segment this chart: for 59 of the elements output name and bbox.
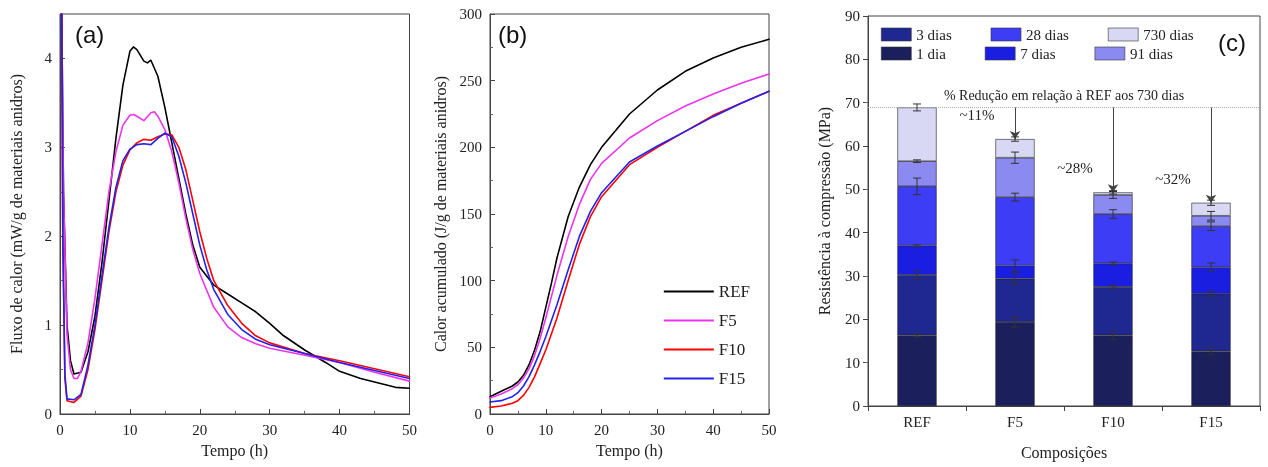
x-axis-title: Tempo (h)	[201, 441, 269, 460]
y-tick-label: 150	[459, 206, 482, 222]
legend-label: 7 dias	[1020, 45, 1056, 62]
y-tick-label: 1	[44, 317, 52, 334]
legend-label: 1 dia	[916, 45, 947, 62]
annotation: (a)	[75, 20, 105, 48]
y-tick-label: 3	[44, 139, 52, 156]
annotation: ~11%	[959, 107, 995, 124]
legend-label: F5	[718, 311, 737, 330]
annotation: (c)	[1218, 28, 1246, 56]
x-tick-label: F15	[1199, 413, 1223, 430]
annotation: ~32%	[1155, 170, 1191, 187]
x-tick-label: 20	[192, 421, 208, 438]
legend-label: REF	[718, 282, 751, 301]
x-tick-label: F5	[1007, 413, 1023, 430]
x-tick-label: 30	[649, 421, 665, 438]
y-tick-label: 80	[845, 51, 860, 68]
x-tick-label: 40	[332, 421, 348, 438]
annotation: (b)	[498, 20, 528, 48]
x-tick-label: 30	[262, 421, 278, 438]
x-tick-label: REF	[903, 413, 931, 430]
y-tick-label: 20	[845, 311, 860, 328]
x-axis-title: Composições	[1020, 443, 1108, 462]
legend-label: 3 dias	[916, 26, 952, 43]
legend-label: 91 dias	[1129, 45, 1173, 62]
y-tick-label: 10	[845, 354, 860, 371]
x-tick-label: 10	[122, 421, 138, 438]
y-tick-label: 300	[459, 6, 482, 22]
y-tick-label: 40	[845, 224, 860, 241]
y-tick-label: 100	[459, 272, 482, 289]
legend-label: F10	[718, 340, 746, 359]
y-tick-label: 50	[845, 181, 860, 198]
y-tick-label: 0	[852, 398, 860, 414]
y-tick-label: 2	[44, 228, 52, 245]
legend-label: 730 dias	[1143, 26, 1194, 43]
y-tick-label: 50	[467, 339, 482, 356]
x-tick-label: 20	[594, 421, 610, 438]
y-tick-label: 200	[459, 139, 482, 156]
y-tick-label: 250	[459, 72, 482, 89]
y-axis-title: Resistência à compressão (MPa)	[815, 106, 834, 316]
x-tick-label: F10	[1101, 413, 1125, 430]
y-tick-label: 70	[845, 94, 860, 111]
y-tick-label: 60	[845, 138, 860, 154]
legend-label: F15	[718, 369, 746, 388]
x-tick-label: 50	[761, 421, 777, 438]
y-tick-label: 4	[44, 50, 53, 67]
x-axis-title: Tempo (h)	[596, 441, 663, 460]
x-tick-label: 40	[705, 421, 721, 438]
ref-line-label: % Redução em relação à REF aos 730 dias	[943, 87, 1185, 103]
y-axis-title: Fluxo de calor (mW/g de materiais anidros)	[7, 74, 26, 354]
legend-label: 28 dias	[1026, 26, 1070, 43]
x-tick-label: 10	[538, 421, 554, 438]
y-axis-title: Calor acumulado (J/g de materiais anidros)	[432, 76, 451, 352]
x-tick-label: 0	[56, 421, 64, 438]
y-tick-label: 90	[845, 8, 860, 24]
x-tick-label: 0	[486, 421, 494, 438]
x-tick-label: 50	[402, 421, 417, 438]
y-tick-label: 30	[845, 268, 860, 284]
annotation: ~28%	[1057, 160, 1093, 177]
